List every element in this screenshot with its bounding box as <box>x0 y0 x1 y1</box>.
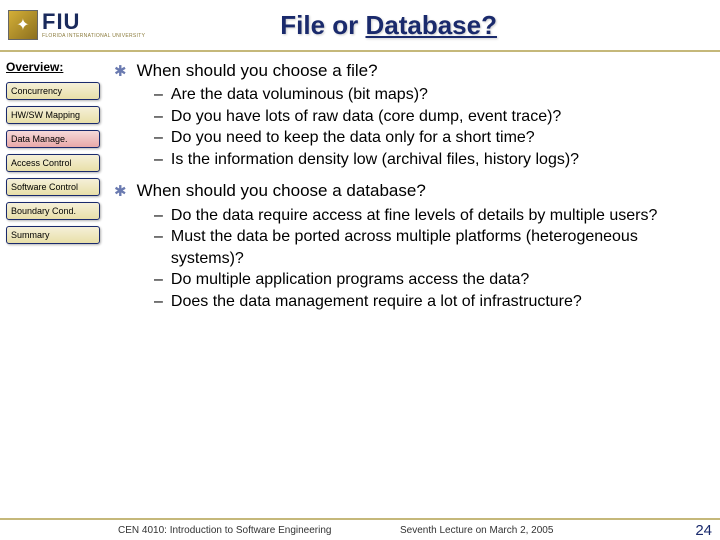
sub-text: Do the data require access at fine level… <box>171 205 657 227</box>
sub-item: –Does the data management require a lot … <box>154 291 708 313</box>
sidebar-heading: Overview: <box>6 60 102 74</box>
dash-icon: – <box>154 127 163 149</box>
sidebar-item-3[interactable]: Access Control <box>6 154 100 172</box>
sub-text: Does the data management require a lot o… <box>171 291 582 313</box>
title-underlined: Database? <box>365 10 497 40</box>
sidebar: Overview: Concurrency HW/SW Mapping Data M… <box>0 52 108 518</box>
footer: CEN 4010: Introduction to Software Engin… <box>0 518 720 540</box>
seal-icon: ✦ <box>8 10 38 40</box>
logo-sub: FLORIDA INTERNATIONAL UNIVERSITY <box>42 33 145 39</box>
bullet-icon: ✱ <box>114 62 127 82</box>
sidebar-item-2[interactable]: Data Manage. <box>6 130 100 148</box>
dash-icon: – <box>154 205 163 227</box>
sub-item: –Do you have lots of raw data (core dump… <box>154 106 708 128</box>
logo-main: FIU <box>42 11 145 33</box>
sub-list-1: –Do the data require access at fine leve… <box>154 205 708 313</box>
sidebar-item-4[interactable]: Software Control <box>6 178 100 196</box>
sub-text: Are the data voluminous (bit maps)? <box>171 84 428 106</box>
sub-text: Do multiple application programs access … <box>171 269 529 291</box>
logo-text: FIU FLORIDA INTERNATIONAL UNIVERSITY <box>42 11 145 39</box>
sub-text: Do you need to keep the data only for a … <box>171 127 535 149</box>
title-plain: File or <box>280 10 365 40</box>
dash-icon: – <box>154 269 163 291</box>
page-title: File or Database? <box>165 10 712 41</box>
question-text: When should you choose a file? <box>137 60 378 82</box>
sidebar-item-5[interactable]: Boundary Cond. <box>6 202 100 220</box>
sub-item: –Must the data be ported across multiple… <box>154 226 708 269</box>
sub-item: –Are the data voluminous (bit maps)? <box>154 84 708 106</box>
sub-text: Is the information density low (archival… <box>171 149 579 171</box>
content: ✱When should you choose a file?–Are the … <box>108 52 720 518</box>
sidebar-item-0[interactable]: Concurrency <box>6 82 100 100</box>
sub-item: –Do the data require access at fine leve… <box>154 205 708 227</box>
body: Overview: Concurrency HW/SW Mapping Data M… <box>0 52 720 518</box>
footer-lecture: Seventh Lecture on March 2, 2005 <box>400 525 682 536</box>
dash-icon: – <box>154 84 163 106</box>
sidebar-item-6[interactable]: Summary <box>6 226 100 244</box>
question-text: When should you choose a database? <box>137 180 426 202</box>
sub-item: –Do you need to keep the data only for a… <box>154 127 708 149</box>
question-0: ✱ When should you choose a file? <box>114 60 708 82</box>
sub-item: –Do multiple application programs access… <box>154 269 708 291</box>
sidebar-item-1[interactable]: HW/SW Mapping <box>6 106 100 124</box>
sidebar-nav: Concurrency HW/SW Mapping Data Manage. Acce… <box>6 82 102 244</box>
dash-icon: – <box>154 106 163 128</box>
question-1: ✱ When should you choose a database? <box>114 180 708 202</box>
sub-item: –Is the information density low (archiva… <box>154 149 708 171</box>
header: ✦ FIU FLORIDA INTERNATIONAL UNIVERSITY F… <box>0 0 720 52</box>
dash-icon: – <box>154 226 163 269</box>
dash-icon: – <box>154 149 163 171</box>
sub-text: Must the data be ported across multiple … <box>171 226 708 269</box>
dash-icon: – <box>154 291 163 313</box>
page-number: 24 <box>682 522 712 539</box>
footer-course: CEN 4010: Introduction to Software Engin… <box>8 525 400 536</box>
bullet-icon: ✱ <box>114 182 127 202</box>
sub-text: Do you have lots of raw data (core dump,… <box>171 106 561 128</box>
sub-list-0: –Are the data voluminous (bit maps)?–Do … <box>154 84 708 170</box>
